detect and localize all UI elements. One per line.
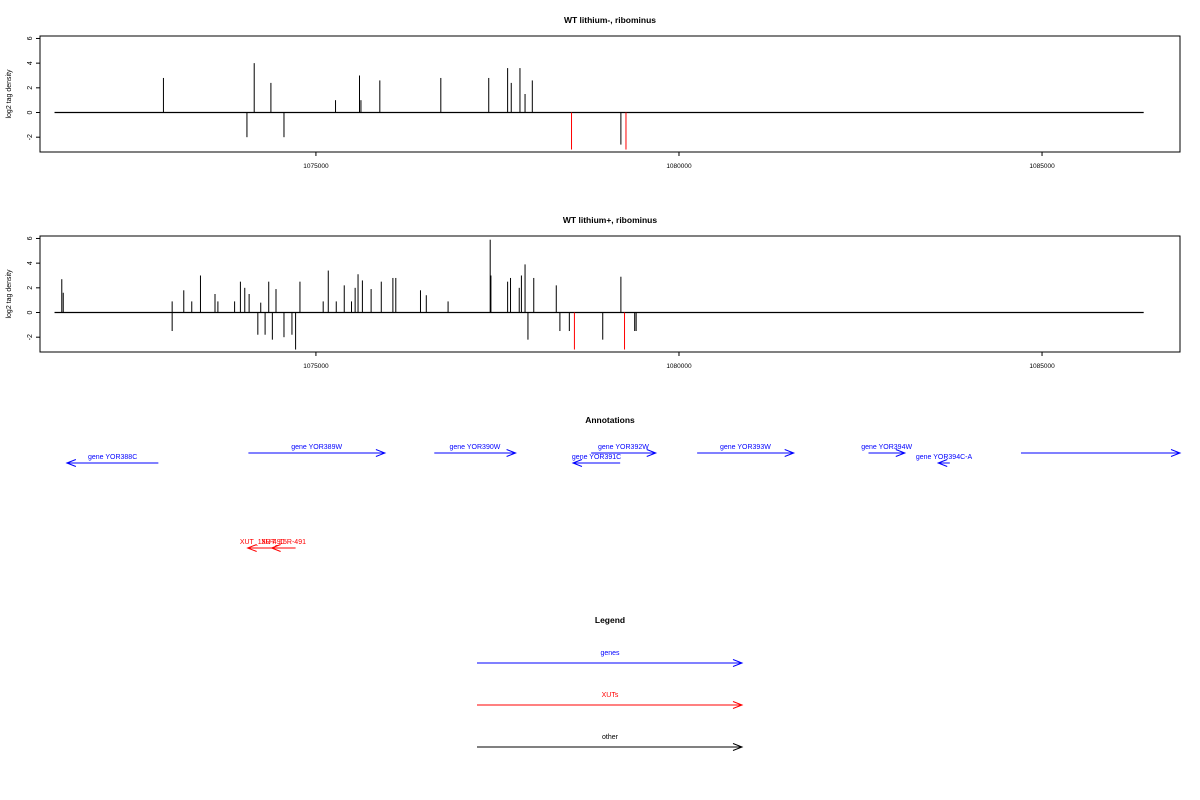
density-bars	[54, 63, 1144, 150]
gene-label: gene YOR391C	[572, 454, 621, 461]
y-axis-label: log2 tag density	[6, 69, 13, 119]
legend-arrow	[477, 659, 744, 667]
plot-frame	[39, 235, 1181, 353]
gene-arrow	[868, 449, 907, 457]
density-bars	[54, 239, 1144, 350]
xut-label: XUT_15R-490	[240, 539, 285, 546]
y-tick-label: -2	[27, 334, 34, 340]
gene-arrow	[65, 459, 159, 467]
y-tick-label: 4	[27, 61, 34, 65]
gene-arrow	[936, 459, 950, 467]
gene-label: gene YOR393W	[720, 444, 771, 451]
x-tick-label: 1085000	[1029, 363, 1055, 370]
annotations-title: Annotations	[585, 415, 635, 425]
legend-title: Legend	[595, 615, 625, 625]
legend: Legend genes XUTs other	[477, 615, 744, 751]
y-tick-label: 2	[27, 286, 34, 290]
gene-arrow	[591, 449, 658, 457]
gene-label: gene YOR389W	[291, 444, 342, 451]
gene-features: gene YOR388C gene YOR389W gene YOR390W gene…	[65, 444, 1182, 467]
y-axis: -2 0 2 4 6	[27, 236, 40, 340]
x-tick-label: 1075000	[303, 363, 329, 370]
legend-items: genes XUTs other	[477, 650, 744, 751]
x-tick-label: 1080000	[666, 363, 692, 370]
track-panel-lithium-plus: WT lithium+, ribominus log2 tag density …	[6, 215, 1181, 370]
x-axis: 1075000 1080000 1085000	[303, 152, 1055, 170]
legend-arrow	[477, 701, 744, 709]
xut-label: XUT_15R-491	[261, 539, 306, 546]
x-tick-label: 1085000	[1029, 163, 1055, 170]
gene-arrow	[697, 449, 796, 457]
panel-title: WT lithium-, ribominus	[564, 15, 656, 25]
y-axis: -2 0 2 4 6	[27, 36, 40, 140]
gene-label: gene YOR390W	[450, 444, 501, 451]
y-tick-label: 4	[27, 261, 34, 265]
legend-arrow	[477, 743, 744, 751]
y-tick-label: 0	[27, 110, 34, 114]
y-tick-label: 6	[27, 36, 34, 40]
gene-arrow	[434, 449, 517, 457]
legend-label: XUTs	[602, 692, 619, 699]
gene-arrow	[1020, 449, 1182, 457]
legend-label: other	[602, 734, 619, 741]
panel-title: WT lithium+, ribominus	[563, 215, 657, 225]
y-tick-label: 0	[27, 310, 34, 314]
gene-label: gene YOR394W	[861, 444, 912, 451]
y-tick-label: 2	[27, 86, 34, 90]
gene-label: gene YOR388C	[88, 454, 137, 461]
y-axis-label: log2 tag density	[6, 269, 13, 319]
x-tick-label: 1080000	[666, 163, 692, 170]
y-tick-label: 6	[27, 236, 34, 240]
plot-frame	[39, 35, 1181, 153]
y-tick-label: -2	[27, 134, 34, 140]
legend-label: genes	[600, 650, 620, 657]
gene-arrow	[571, 459, 621, 467]
track-panel-lithium-minus: WT lithium-, ribominus log2 tag density …	[6, 15, 1181, 170]
gene-arrow	[248, 449, 387, 457]
gene-label: gene YOR392W	[598, 444, 649, 451]
gene-label: gene YOR394C-A	[916, 454, 973, 461]
x-axis: 1075000 1080000 1085000	[303, 352, 1055, 370]
x-tick-label: 1075000	[303, 163, 329, 170]
xut-arrow	[270, 544, 296, 552]
